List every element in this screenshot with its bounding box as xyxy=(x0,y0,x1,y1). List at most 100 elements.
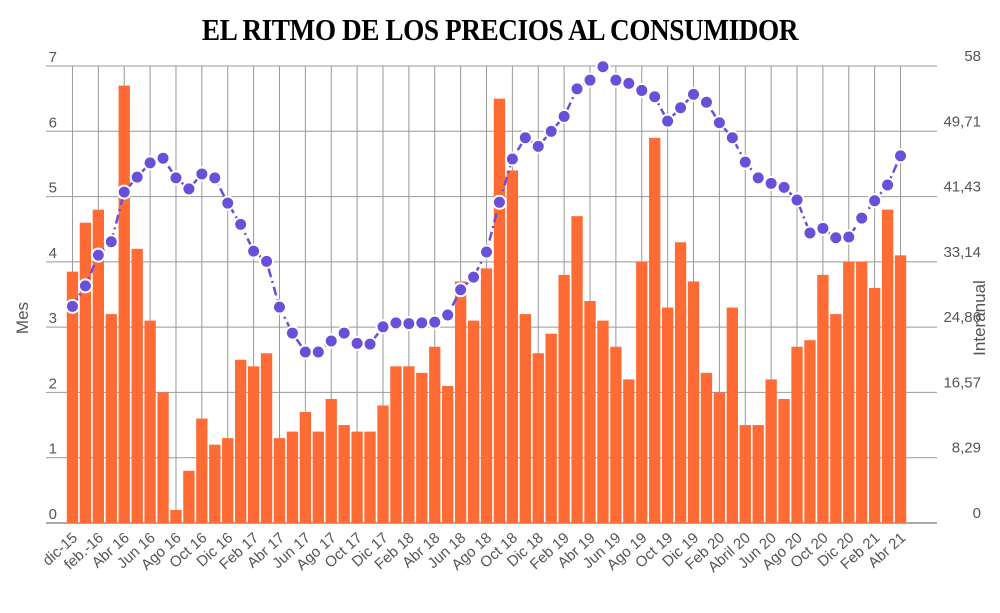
bar-mes xyxy=(480,268,493,523)
interanual-point xyxy=(64,298,80,314)
y-right-label: Interanual xyxy=(970,280,989,356)
bar-mes xyxy=(403,366,415,523)
interanual-point xyxy=(401,316,417,332)
y-left-label: Mes xyxy=(13,302,32,334)
ticks: 0 1 2 3 4 5 6 7 0 8,29 16,57 24,86 33,14 41,43 49,71 58… xyxy=(39,48,981,576)
interanual-point xyxy=(155,150,171,166)
y-left-tick-label: 7 xyxy=(49,49,57,66)
bar-mes xyxy=(105,314,117,523)
interanual-point xyxy=(543,123,559,139)
y-right-tick-label: 58 xyxy=(964,48,981,65)
interanual-point xyxy=(336,325,352,341)
y-left-tick-label: 0 xyxy=(49,506,57,523)
bar-mes xyxy=(222,438,234,523)
interanual-point xyxy=(802,225,818,241)
interanual-point xyxy=(388,315,404,331)
bar-mes xyxy=(118,85,130,523)
interanual-point xyxy=(504,151,520,167)
interanual-point xyxy=(207,170,223,186)
interanual-point xyxy=(724,130,740,146)
bar-mes xyxy=(610,346,622,523)
interanual-point xyxy=(828,230,844,246)
interanual-point xyxy=(841,229,857,245)
y-right-tick-label: 41,43 xyxy=(943,179,981,196)
y-left-tick-label: 5 xyxy=(49,180,57,197)
bar-mes xyxy=(442,385,454,523)
interanual-point xyxy=(763,175,779,191)
interanual-point xyxy=(77,278,93,294)
interanual-point xyxy=(181,181,197,197)
interanual-point xyxy=(491,194,507,210)
interanual-point xyxy=(310,344,326,360)
bar-mes xyxy=(351,431,363,523)
interanual-point xyxy=(349,335,365,351)
bar-mes xyxy=(868,287,881,523)
interanual-point xyxy=(569,81,585,97)
bar-mes xyxy=(209,444,221,523)
interanual-point xyxy=(375,319,391,335)
y-right-tick-label: 0 xyxy=(973,505,981,522)
bar-mes xyxy=(299,412,312,523)
bar-mes xyxy=(778,398,790,523)
y-left-tick-label: 2 xyxy=(49,375,57,392)
bar-mes xyxy=(765,379,777,523)
interanual-point xyxy=(297,344,313,360)
bar-mes xyxy=(467,320,480,523)
bar-mes xyxy=(364,431,376,523)
interanual-point xyxy=(271,299,287,315)
y-right-tick-label: 24,86 xyxy=(943,309,981,326)
bar-mes xyxy=(131,248,143,524)
bar-mes xyxy=(260,353,273,523)
interanual-point xyxy=(116,184,132,200)
y-right-tick-label: 49,71 xyxy=(943,113,981,130)
interanual-point xyxy=(556,108,572,124)
interanual-point xyxy=(867,193,883,209)
bar-mes xyxy=(597,320,609,523)
bar-mes xyxy=(817,274,829,523)
bar-mes xyxy=(338,425,350,523)
interanual-point xyxy=(427,314,443,330)
bar-mes xyxy=(92,209,105,523)
interanual-point xyxy=(466,269,482,285)
bar-mes xyxy=(545,333,557,523)
interanual-point xyxy=(103,234,119,250)
bar-mes xyxy=(881,209,894,523)
bar-mes xyxy=(791,346,803,523)
y-left-tick-label: 3 xyxy=(49,310,57,327)
y-left-tick-label: 4 xyxy=(49,245,57,262)
interanual-point xyxy=(479,244,494,260)
bars xyxy=(66,85,907,524)
interanual-point xyxy=(220,195,236,211)
bar-mes xyxy=(532,353,544,523)
interanual-point xyxy=(90,247,106,263)
interanual-point xyxy=(194,166,210,182)
interanual-point xyxy=(246,243,262,259)
interanual-point xyxy=(776,179,792,195)
interanual-point xyxy=(284,325,300,341)
interanual-point xyxy=(880,177,896,193)
bar-mes xyxy=(390,366,402,523)
bar-mes xyxy=(416,372,428,523)
bar-mes xyxy=(429,346,441,523)
interanual-point xyxy=(854,210,870,226)
bar-mes xyxy=(661,307,674,523)
bar-mes xyxy=(506,170,519,523)
bar-mes xyxy=(196,418,208,523)
interanual-point xyxy=(323,333,339,349)
bar-mes xyxy=(571,216,583,523)
bar-mes xyxy=(649,137,661,524)
interanual-point xyxy=(608,72,624,88)
interanual-point xyxy=(686,86,702,102)
bar-mes xyxy=(843,261,855,523)
interanual-point xyxy=(634,82,650,98)
interanual-point xyxy=(414,315,430,331)
bar-mes xyxy=(157,392,169,523)
bar-mes xyxy=(636,261,648,523)
interanual-point xyxy=(789,192,805,208)
y-right-tick-label: 33,14 xyxy=(943,244,981,261)
bar-mes xyxy=(558,274,570,523)
bar-mes xyxy=(687,281,700,523)
y-left-tick-label: 1 xyxy=(49,441,57,458)
bar-mes xyxy=(894,255,907,524)
